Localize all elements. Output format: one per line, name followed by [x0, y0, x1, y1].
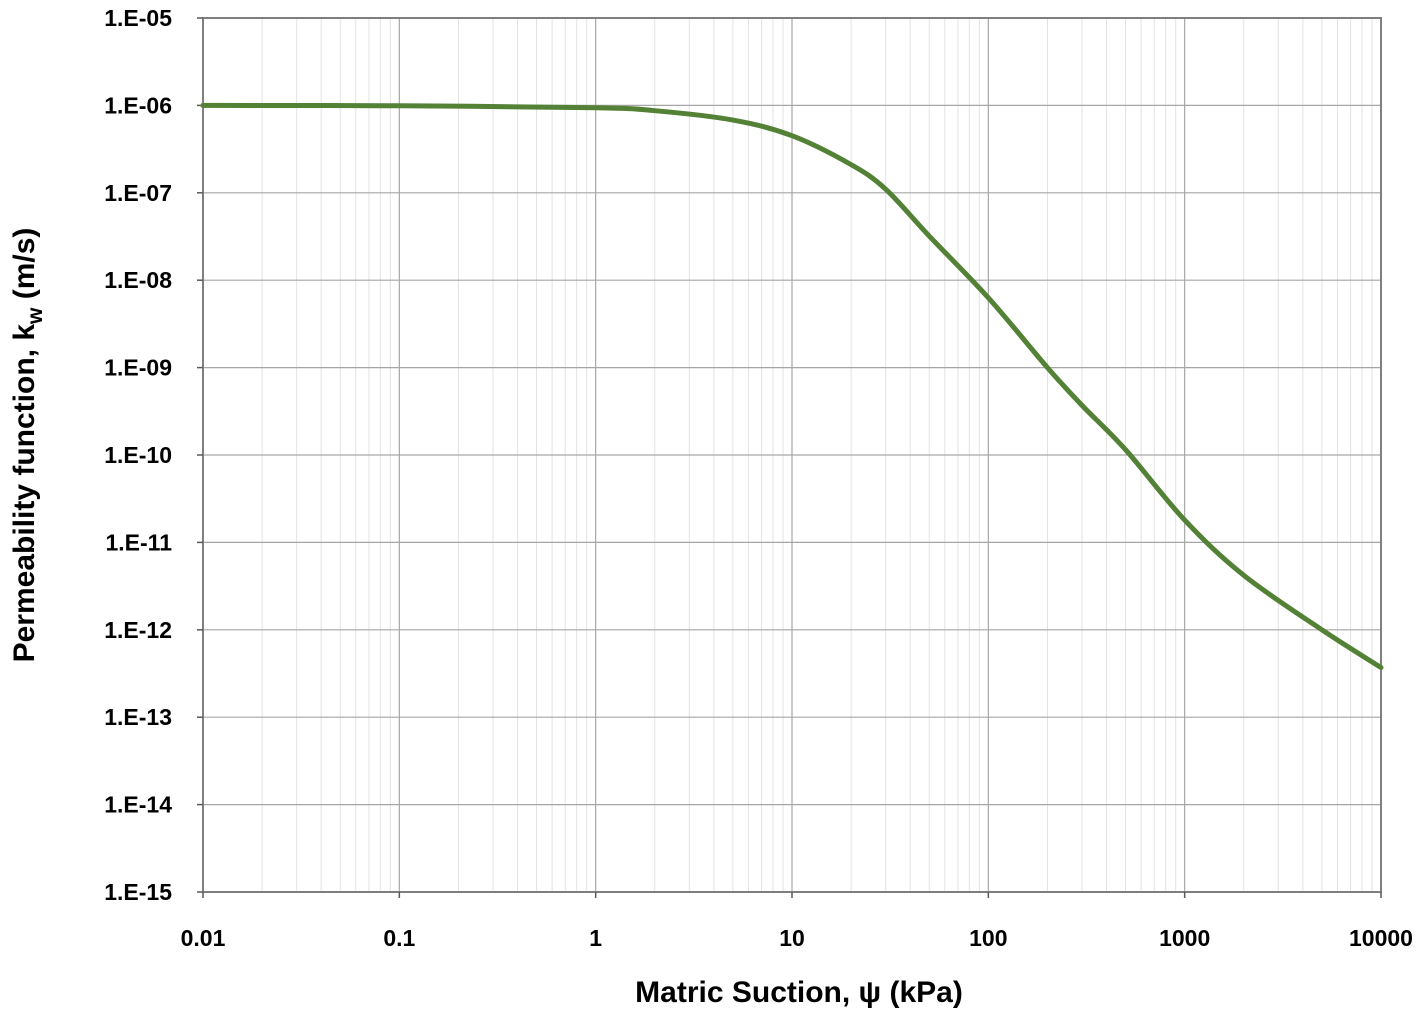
y-tick-label: 1.E-05 — [104, 5, 172, 31]
y-axis-title-suffix: (m/s) — [8, 228, 41, 308]
x-tick-label: 1000 — [1159, 925, 1210, 951]
x-tick-label: 10000 — [1349, 925, 1413, 951]
y-tick-label: 1.E-12 — [104, 617, 172, 643]
y-tick-label: 1.E-14 — [104, 792, 172, 818]
y-tick-label: 1.E-07 — [104, 180, 172, 206]
axis-ticks — [197, 17, 1382, 898]
x-tick-label: 10 — [779, 925, 805, 951]
y-tick-labels: 1.E-05 1.E-06 1.E-07 1.E-08 1.E-09 1.E-10 1.E-… — [104, 5, 172, 905]
y-axis-title-subscript: w — [24, 307, 47, 325]
x-tick-label: 100 — [969, 925, 1007, 951]
x-axis-title: Matric Suction, ψ (kPa) — [635, 976, 963, 1009]
major-grid — [203, 18, 1381, 892]
y-tick-label: 1.E-10 — [104, 442, 172, 468]
y-tick-label: 1.E-13 — [104, 704, 172, 730]
series-layer — [200, 102, 1384, 671]
x-tick-label: 0.1 — [383, 925, 415, 951]
y-tick-label: 1.E-06 — [104, 92, 172, 118]
y-tick-label: 1.E-08 — [104, 267, 172, 293]
series-line — [200, 102, 1384, 671]
y-tick-label: 1.E-15 — [104, 879, 172, 905]
x-tick-label: 0.01 — [181, 925, 226, 951]
x-tick-label: 1 — [589, 925, 602, 951]
y-tick-label: 1.E-09 — [104, 355, 172, 381]
x-tick-labels: 0.01 0.1 1 10 100 1000 10000 — [181, 925, 1413, 951]
y-axis-title-main: Permeability function, k — [8, 324, 41, 663]
y-axis-title: Permeability function, kw (m/s) — [8, 228, 47, 663]
y-tick-label: 1.E-11 — [106, 529, 173, 555]
